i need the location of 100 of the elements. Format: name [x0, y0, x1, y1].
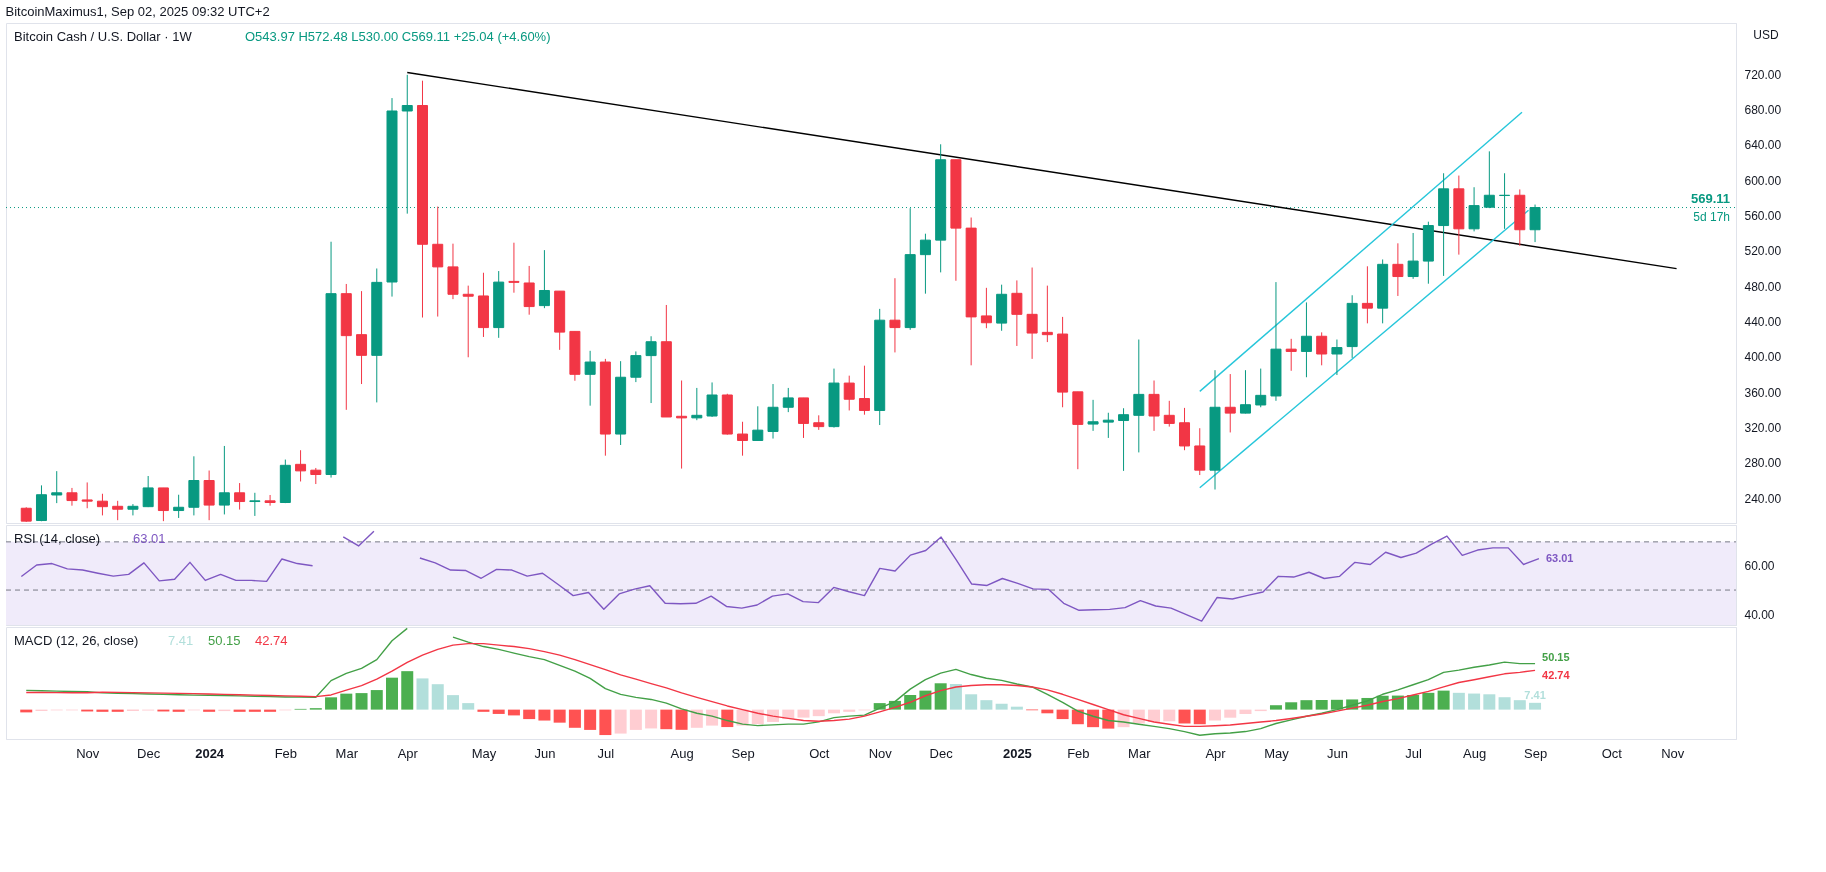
candlestick	[96, 493, 108, 516]
candlestick	[1118, 407, 1130, 472]
x-tick-label: Apr	[397, 745, 419, 761]
candlestick	[264, 494, 276, 507]
candlestick	[295, 449, 307, 482]
candlestick	[356, 290, 368, 385]
bar	[203, 709, 216, 712]
candlestick	[112, 500, 124, 521]
bar	[538, 709, 551, 721]
y-tick-label: 560.00	[1744, 209, 1782, 224]
bar	[462, 703, 475, 710]
bar	[416, 678, 429, 710]
x-tick-label: Nov	[76, 745, 100, 761]
bar	[477, 709, 490, 712]
bar	[1407, 695, 1420, 710]
bar	[386, 677, 399, 710]
x-tick-label: Dec	[137, 745, 161, 761]
candlestick	[1407, 232, 1419, 280]
y-tick-label: 400.00	[1744, 350, 1782, 365]
y-tick-label: 40.00	[1744, 607, 1775, 622]
x-tick-label: May	[471, 745, 497, 761]
bar	[965, 694, 978, 710]
candlestick	[706, 381, 718, 418]
candlestick	[462, 285, 474, 358]
bar	[690, 709, 703, 728]
x-tick-label: Sep	[731, 745, 755, 761]
candlestick	[127, 503, 139, 516]
candlestick	[173, 494, 185, 519]
x-tick-label: Apr	[1205, 745, 1227, 761]
candlestick	[523, 265, 535, 316]
x-tick-label: Jul	[597, 745, 615, 761]
bar	[401, 671, 414, 710]
bar	[1010, 706, 1023, 710]
bar	[446, 695, 459, 710]
x-tick-label: Feb	[274, 745, 298, 761]
candlestick	[737, 421, 749, 457]
x-tick-label: Dec	[929, 745, 954, 761]
candlestick	[1239, 369, 1251, 414]
bar	[1269, 705, 1282, 710]
candlestick	[249, 492, 261, 517]
bar	[599, 709, 612, 736]
bar	[1391, 695, 1404, 710]
candlestick	[1255, 368, 1267, 408]
x-tick-label: Aug	[1463, 745, 1487, 761]
data-label: 50.15	[1542, 650, 1570, 663]
candlestick	[1392, 242, 1404, 297]
y-tick-label: 320.00	[1744, 421, 1782, 436]
text: 7.41	[168, 633, 194, 648]
chart-subtitle: O543.97 H572.48 L530.00 C569.11 +25.04 (+4.60%)	[245, 29, 551, 44]
annotation: 5d 17h	[1693, 209, 1730, 224]
x-tick-label: Mar	[335, 745, 359, 761]
x-tick-label: Mar	[1128, 745, 1152, 761]
candlestick	[432, 206, 444, 318]
y-tick-label: 280.00	[1744, 456, 1782, 471]
text: BitcoinMaximus1, Sep 02, 2025 09:32 UTC+2	[5, 4, 270, 19]
bar	[1148, 709, 1161, 723]
bar	[1529, 702, 1542, 710]
bar	[980, 700, 993, 710]
candlestick	[66, 487, 78, 507]
bar	[96, 709, 109, 712]
candlestick	[630, 350, 642, 383]
bar	[431, 684, 444, 710]
chart-title: RSI (14, close)	[14, 531, 100, 546]
x-tick-label: Sep	[1523, 745, 1548, 761]
bar	[1193, 709, 1206, 725]
bar	[370, 690, 383, 710]
candlestick	[1026, 267, 1038, 360]
bar	[111, 709, 124, 712]
candlestick	[142, 475, 154, 508]
bar	[355, 693, 368, 710]
bar	[325, 697, 338, 710]
candlestick	[1285, 338, 1297, 372]
ref-line-label: 569.11	[1690, 190, 1730, 206]
text: MACD (12, 26, close)	[14, 633, 139, 648]
candlestick	[676, 380, 688, 470]
y-tick-label: 640.00	[1744, 138, 1782, 153]
candlestick	[782, 387, 794, 413]
data-label: 42.74	[1542, 669, 1571, 682]
candlestick	[919, 233, 931, 295]
candlestick	[1041, 285, 1053, 343]
y-tick-label: 680.00	[1744, 103, 1782, 118]
chart-title: Bitcoin Cash / U.S. Dollar · 1W	[14, 29, 193, 44]
x-tick-label: Oct	[809, 745, 830, 761]
candlestick	[1011, 279, 1023, 347]
x-tick-label: Aug	[670, 745, 694, 761]
bar	[1437, 690, 1450, 710]
bar	[1239, 709, 1252, 715]
bar	[1285, 702, 1298, 710]
bar	[706, 709, 719, 726]
bar	[614, 709, 627, 734]
candlestick	[234, 482, 246, 511]
bar	[172, 709, 185, 712]
y-tick-label: 480.00	[1744, 279, 1782, 294]
candlestick	[81, 481, 93, 509]
x-tick-label: Nov	[868, 745, 893, 761]
text: 42.74	[255, 633, 288, 648]
candlestick	[889, 277, 901, 353]
bar	[949, 684, 962, 710]
data-label: 63.01	[1545, 551, 1574, 564]
candlestick	[157, 487, 169, 522]
